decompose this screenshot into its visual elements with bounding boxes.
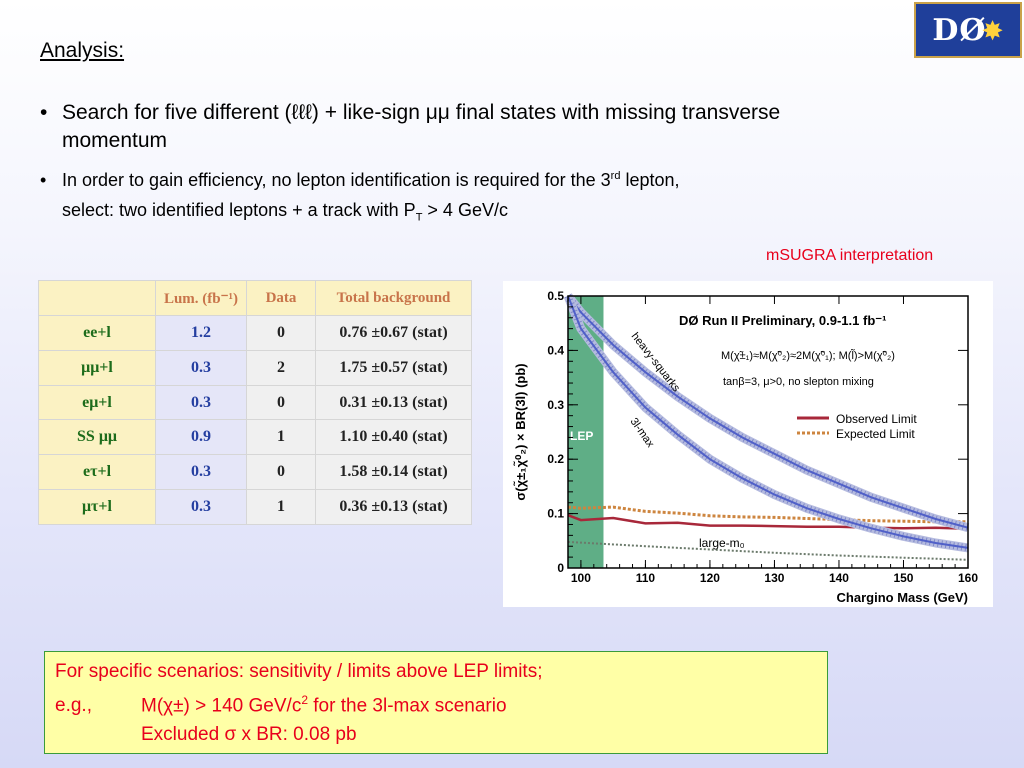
bullet-2-line-1-end: lepton, [620,170,680,190]
table-row: SS μμ 0.9 1 1.10 ±0.40 (stat) [38,419,472,456]
summary-sup: 2 [301,693,308,707]
table-cell: 0.9 [155,419,247,456]
table-cell: 0 [246,315,316,351]
lep-label: LEP [570,429,593,443]
table-cell: μμ+l [38,349,156,386]
x-tick-label: 100 [571,571,591,585]
table-cell: 1.58 ±0.14 (stat) [315,454,472,491]
table-cell: SS μμ [38,419,156,456]
bullet-dot-icon: • [40,170,47,190]
summary-line-2: M(χ±) > 140 GeV/c [141,695,302,717]
y-tick-label: 0.2 [547,452,564,466]
table-cell: eμ+l [38,384,156,421]
table-cell: 2 [246,349,316,386]
star-icon: ✸ [982,15,1004,45]
bullet-1: • Search for five different (ℓℓℓ) + like-… [40,99,980,155]
table-cell: 0.76 ±0.67 (stat) [315,315,472,351]
limit-plot: LEP 100 110 120 130 140 150 160 0 0.1 0.2 0.3 0.4 0.5… [503,281,993,607]
table-row: μτ+l 0.3 1 0.36 ±0.13 (stat) [38,489,472,525]
d0-logo: DØ ✸ [914,2,1022,58]
msugra-label: mSUGRA interpretation [766,247,934,264]
series-expected-limit-line [567,505,968,524]
table-row: eτ+l 0.3 0 1.58 ±0.14 (stat) [38,454,472,491]
plot-frame [567,295,969,569]
column-header: Lum. (fb⁻¹) [155,280,247,316]
table-row: μμ+l 0.3 2 1.75 ±0.57 (stat) [38,349,472,386]
y-tick-label: 0.1 [547,507,564,521]
summary-box: For specific scenarios: sensitivity / li… [44,651,828,754]
table-cell: 1.2 [155,315,247,351]
bullet-2-line-2: select: two identified leptons + a track… [62,200,416,220]
table-cell: eτ+l [38,454,156,491]
table-row: ee+l 1.2 0 0.76 ±0.67 (stat) [38,315,472,351]
x-tick-label: 140 [829,571,849,585]
series-heavy-squarks-line [567,295,969,529]
table-header-row: Lum. (fb⁻¹) Data Total background [38,280,472,316]
table-cell: 1.75 ±0.57 (stat) [315,349,472,386]
table-cell: 1 [246,489,316,525]
bullet-dot-icon: • [40,101,48,124]
bullet-2: • In order to gain efficiency, no lepton … [40,161,980,233]
summary-lead: e.g., [55,695,92,717]
y-tick-label: 0.3 [547,398,564,412]
x-tick-label: 130 [764,571,784,585]
3l-max-label: 3l-max [628,416,657,450]
params-annotation: tanβ=3, μ>0, no slepton mixing [723,376,874,388]
table-cell: 0 [246,384,316,421]
y-axis-label: σ(χ̃±₁χ̃⁰₂) × BR(3l) (pb) [513,363,528,500]
table-row: eμ+l 0.3 0 0.31 ±0.13 (stat) [38,384,472,421]
series-observed-limit-line [567,514,969,531]
table-cell: 1.10 ±0.40 (stat) [315,419,472,456]
y-tick-label: 0.4 [547,343,564,357]
results-table: Lum. (fb⁻¹) Data Total background ee+l 1.2 0 0… [38,280,472,525]
column-header: Data [246,280,316,316]
bullet-1-line-2: momentum [62,129,168,152]
legend-expected-label: Expected Limit [836,427,915,441]
x-tick-label: 150 [893,571,913,585]
table-cell: 1 [246,419,316,456]
legend-observed-label: Observed Limit [836,412,917,426]
bullet-2-line-1: In order to gain efficiency, no lepton i… [62,170,611,190]
table-cell: 0.36 ±0.13 (stat) [315,489,472,525]
table-cell: 0.3 [155,489,247,525]
x-tick-label: 110 [636,571,656,585]
summary-line-3: Excluded σ x BR: 0.08 pb [141,724,357,746]
bullet-2-line-2-end: > 4 GeV/c [422,200,508,220]
y-tick-label: 0.5 [547,289,564,303]
chart-title: DØ Run II Preliminary, 0.9-1.1 fb⁻¹ [679,313,886,328]
logo-text: DØ [932,12,987,48]
table-cell: 0 [246,454,316,491]
column-header [38,280,156,316]
table-cell: 0.3 [155,349,247,386]
superscript: rd [610,170,621,182]
mass-relation-annotation: M(χ̃±₁)≈M(χ̃⁰₂)≈2M(χ̃⁰₁); M(l̃)>M(χ̃⁰₂) [721,349,895,362]
table-cell: 0.3 [155,454,247,491]
large-m0-label: large-m₀ [699,536,745,550]
table-cell: μτ+l [38,489,156,525]
summary-line-2-end: for the 3l-max scenario [308,695,507,717]
page-heading: Analysis: [40,39,125,62]
column-header: Total background [315,280,472,316]
x-tick-label: 160 [958,571,978,585]
series-3l-max-line [567,295,969,549]
series-large-m0-line [567,540,969,561]
bullet-1-line-1: Search for five different (ℓℓℓ) + like-s… [62,101,781,124]
x-tick-label: 120 [700,571,720,585]
subscript: T [415,211,423,224]
table-cell: 0.31 ±0.13 (stat) [315,384,472,421]
x-axis-label: Chargino Mass (GeV) [837,590,968,605]
y-tick-label: 0 [557,561,564,575]
summary-line-1: For specific scenarios: sensitivity / li… [55,661,543,682]
table-cell: ee+l [38,315,156,351]
table-cell: 0.3 [155,384,247,421]
